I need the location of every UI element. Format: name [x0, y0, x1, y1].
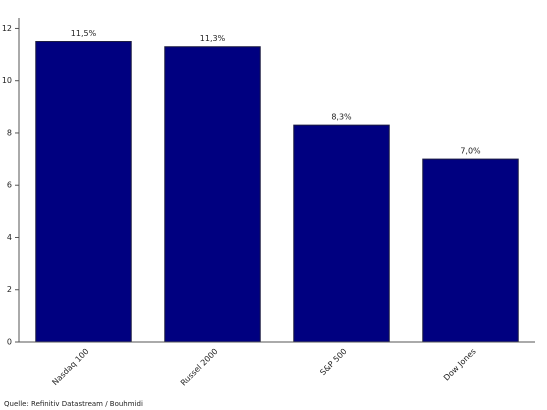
x-tick-label: Russel 2000 [179, 347, 220, 388]
y-tick-label: 2 [7, 285, 12, 294]
y-tick-label: 0 [7, 338, 12, 347]
x-tick-label: S&P 500 [318, 347, 348, 377]
y-tick-label: 4 [7, 233, 12, 242]
value-label: 11,3% [200, 34, 226, 43]
value-label: 8,3% [331, 113, 352, 122]
bar [422, 158, 519, 343]
bar [164, 46, 261, 343]
source-note: Quelle: Refinitiv Datastream / Bouhmidi [4, 400, 143, 408]
x-tick-label: Dow Jones [442, 347, 478, 383]
y-tick-label: 10 [2, 76, 12, 85]
bar [35, 41, 132, 343]
value-label: 7,0% [460, 147, 481, 156]
bar [293, 124, 390, 343]
value-label: 11,5% [71, 29, 97, 38]
y-tick-label: 12 [2, 24, 12, 33]
y-tick-label: 8 [7, 128, 12, 137]
x-tick-label: Nasdaq 100 [50, 347, 90, 387]
y-tick-label: 6 [7, 181, 12, 190]
